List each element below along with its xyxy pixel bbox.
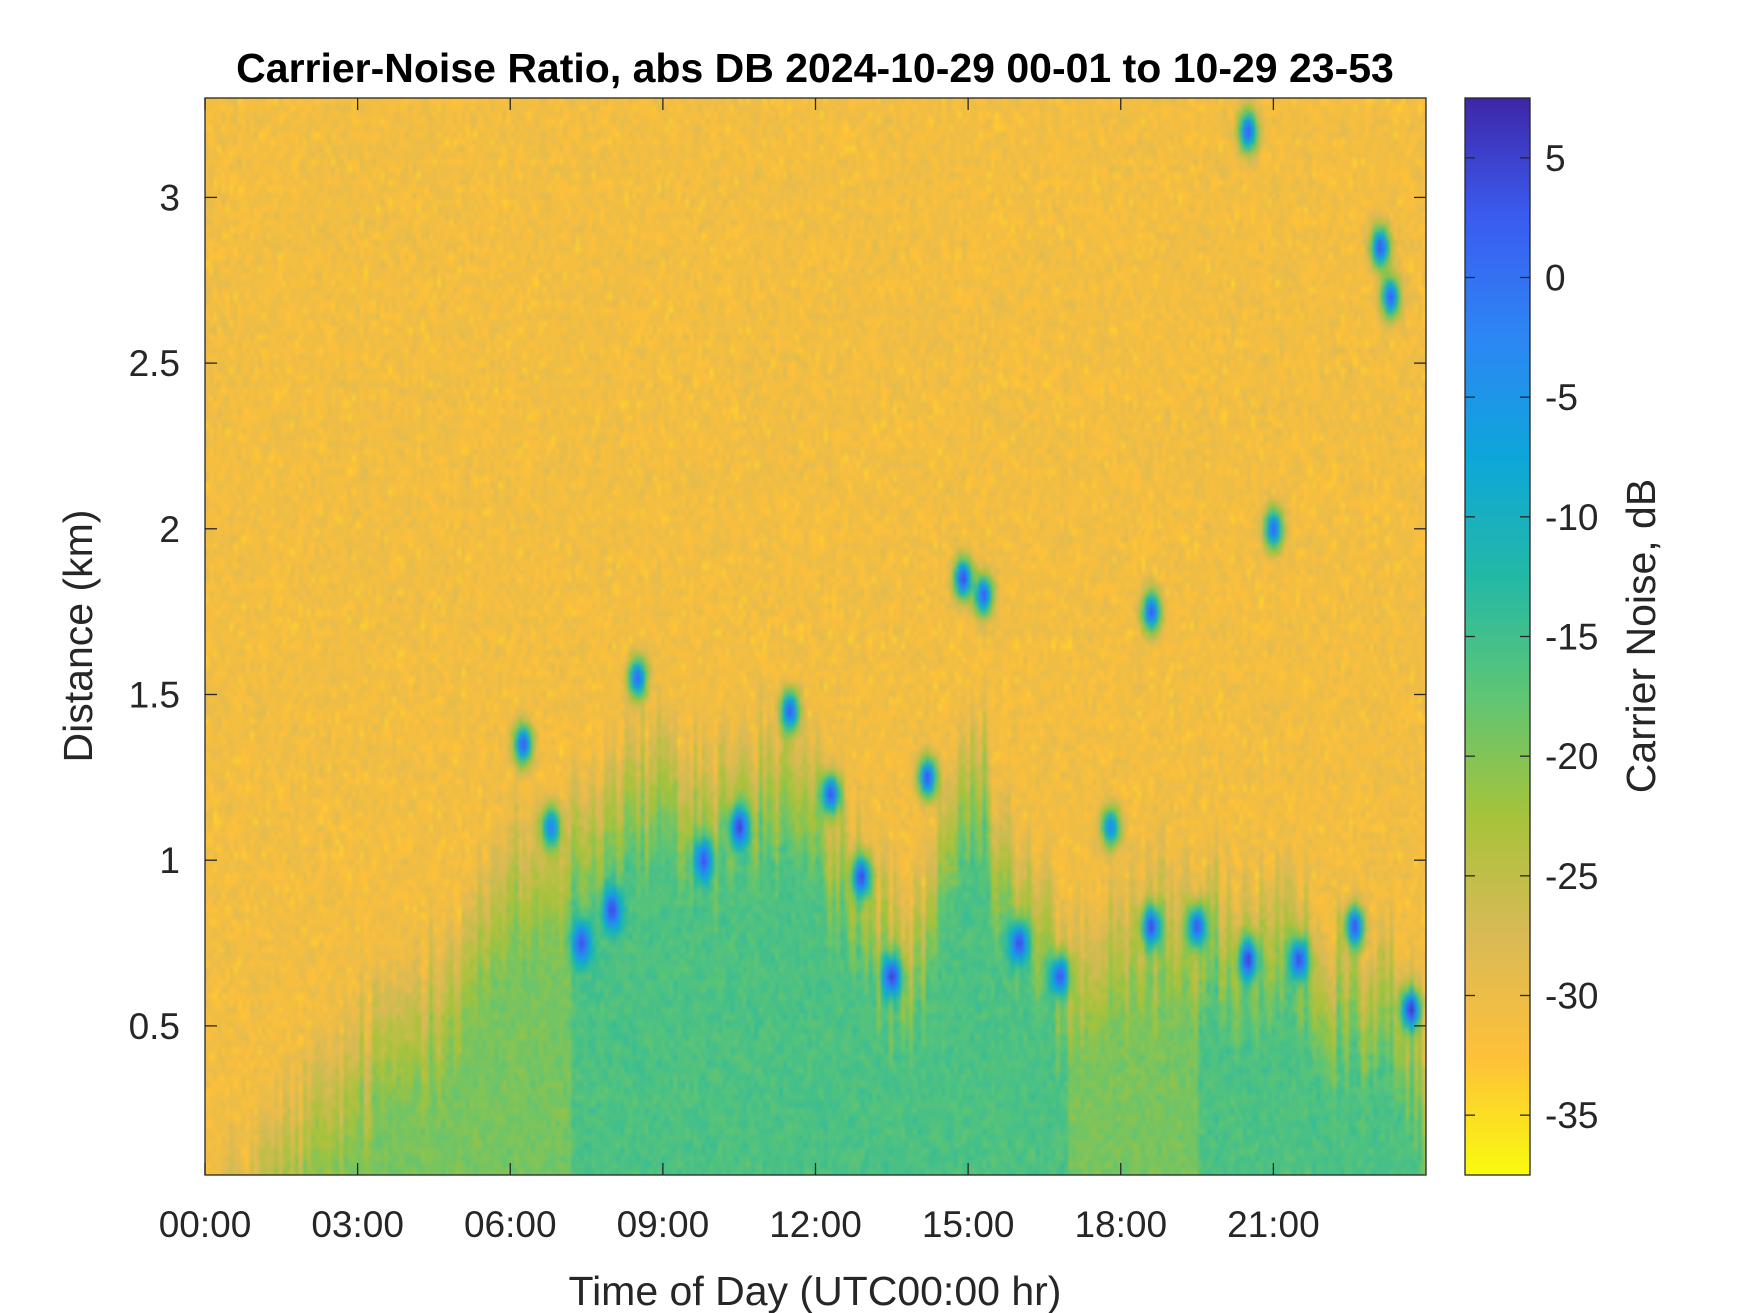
colorbar-tick-label: -30: [1545, 976, 1598, 1017]
colorbar-tick-label: 0: [1545, 258, 1566, 299]
y-axis-label: Distance (km): [55, 510, 101, 763]
plot-area: 00:00 03:00 06:00 09:00 12:00 15:00 18:00 21:00…: [129, 97, 1427, 1245]
y-tick-label: 1.5: [129, 674, 180, 715]
y-tick-label: 2.5: [129, 343, 180, 384]
x-tick-label: 21:00: [1227, 1204, 1320, 1245]
colorbar-tick-label: -5: [1545, 377, 1578, 418]
colorbar-tick-label: -20: [1545, 736, 1598, 777]
colorbar: 5 0 -5 -10 -15 -20 -25 -30 -35: [1464, 97, 1598, 1176]
x-axis-label: Time of Day (UTC00:00 hr): [569, 1268, 1062, 1313]
chart-title: Carrier-Noise Ratio, abs DB 2024-10-29 0…: [236, 45, 1394, 91]
colorbar-label: Carrier Noise, dB: [1618, 479, 1664, 793]
heatmap-image: [205, 98, 1426, 1175]
x-tick-label: 06:00: [464, 1204, 557, 1245]
y-tick-label: 2: [159, 509, 180, 550]
x-tick-label: 18:00: [1074, 1204, 1167, 1245]
x-tick-label: 03:00: [311, 1204, 404, 1245]
x-tick-label: 00:00: [159, 1204, 252, 1245]
colorbar-ticks: 5 0 -5 -10 -15 -20 -25 -30 -35: [1465, 138, 1598, 1136]
colorbar-tick-label: -25: [1545, 856, 1598, 897]
colorbar-tick-label: 5: [1545, 138, 1566, 179]
x-tick-label: 12:00: [769, 1204, 862, 1245]
y-tick-label: 0.5: [129, 1006, 180, 1047]
colorbar-scale: [1464, 97, 1531, 1176]
colorbar-tick-label: -15: [1545, 617, 1598, 658]
y-tick-label: 3: [159, 177, 180, 218]
colorbar-tick-label: -35: [1545, 1095, 1598, 1136]
x-tick-label: 15:00: [922, 1204, 1015, 1245]
y-tick-label: 1: [159, 840, 180, 881]
colorbar-tick-label: -10: [1545, 497, 1598, 538]
x-tick-label: 09:00: [617, 1204, 710, 1245]
y-axis-ticks: 0.5 1 1.5 2 2.5 3: [129, 177, 1426, 1047]
x-axis-ticks: 00:00 03:00 06:00 09:00 12:00 15:00 18:00 21:00: [159, 98, 1320, 1245]
